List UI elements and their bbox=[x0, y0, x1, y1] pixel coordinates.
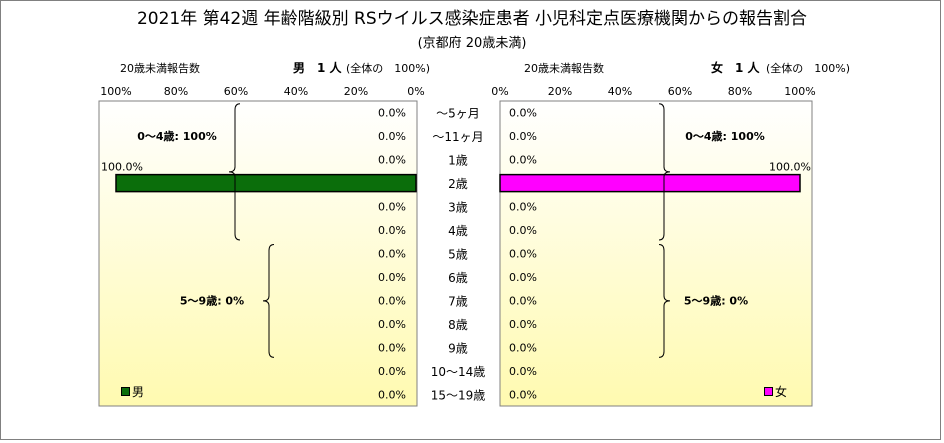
age-category-label: 15～19歳 bbox=[431, 388, 486, 402]
female-bar-value-label: 0.0% bbox=[509, 318, 537, 331]
male-bar bbox=[115, 173, 417, 193]
male-bar-value-label: 0.0% bbox=[378, 341, 406, 354]
chart-title: 2021年 第42週 年齢階級別 RSウイルス感染症患者 小児科定点医療機関から… bbox=[136, 9, 808, 29]
female-legend: 女 bbox=[764, 383, 787, 400]
female-bar-value-label: 0.0% bbox=[509, 271, 537, 284]
female-annotation-5-9: 5～9歳: 0% bbox=[684, 293, 748, 307]
age-category-label: ～11ヶ月 bbox=[432, 130, 483, 144]
age-category-label: 3歳 bbox=[448, 201, 468, 215]
female-bar-value-label: 0.0% bbox=[509, 365, 537, 378]
male-x-tick-label: 40% bbox=[284, 85, 308, 98]
age-category-label: ～5ヶ月 bbox=[436, 107, 480, 121]
female-total-label: 女 1 人 bbox=[711, 61, 760, 75]
male-annotation-0-4: 0～4歳: 100% bbox=[137, 129, 217, 143]
female-age-5-9-brace bbox=[658, 244, 671, 358]
female-x-tick-label: 40% bbox=[608, 85, 632, 98]
male-annotation-5-9: 5～9歳: 0% bbox=[180, 293, 244, 307]
female-bar-value-label: 0.0% bbox=[509, 248, 537, 261]
age-category-label: 7歳 bbox=[448, 294, 468, 308]
female-bar bbox=[499, 173, 801, 193]
female-legend-label: 女 bbox=[775, 385, 788, 399]
male-count-label: 20歳未満報告数 bbox=[120, 62, 200, 75]
female-x-tick-label: 0% bbox=[491, 85, 508, 98]
male-bar-value-label: 100.0% bbox=[101, 161, 143, 174]
male-legend-label: 男 bbox=[132, 385, 145, 399]
male-bar-value-label: 0.0% bbox=[378, 294, 406, 307]
male-x-tick-label: 20% bbox=[344, 85, 368, 98]
age-category-label: 2歳 bbox=[448, 177, 468, 191]
male-x-tick-label: 100% bbox=[100, 85, 131, 98]
male-x-tick-label: 60% bbox=[224, 85, 248, 98]
female-x-tick-label: 60% bbox=[668, 85, 692, 98]
female-x-tick-label: 100% bbox=[784, 85, 815, 98]
female-bar-value-label: 100.0% bbox=[769, 161, 811, 174]
male-x-tick-label: 0% bbox=[407, 85, 424, 98]
male-bar-value-label: 0.0% bbox=[378, 224, 406, 237]
male-bar-value-label: 0.0% bbox=[378, 201, 406, 214]
female-percent-label: (全体の 100%) bbox=[766, 62, 851, 75]
female-bar-value-label: 0.0% bbox=[509, 388, 537, 401]
male-bar-value-label: 0.0% bbox=[378, 318, 406, 331]
chart-subtitle: (京都府 20歳未満) bbox=[417, 36, 527, 51]
female-annotation-0-4: 0～4歳: 100% bbox=[685, 129, 765, 143]
female-bar-value-label: 0.0% bbox=[509, 107, 537, 120]
male-percent-label: (全体の 100%) bbox=[346, 62, 431, 75]
age-category-label: 5歳 bbox=[448, 248, 468, 262]
male-age-5-9-brace bbox=[262, 244, 275, 358]
female-x-tick-label: 80% bbox=[728, 85, 752, 98]
age-category-label: 8歳 bbox=[448, 318, 468, 332]
male-total-label: 男 1 人 bbox=[293, 61, 342, 75]
female-legend-swatch bbox=[764, 387, 773, 396]
male-bar-value-label: 0.0% bbox=[378, 365, 406, 378]
female-plot-area bbox=[499, 100, 813, 407]
female-x-tick-label: 20% bbox=[548, 85, 572, 98]
age-category-label: 6歳 bbox=[448, 271, 468, 285]
female-bar-value-label: 0.0% bbox=[509, 201, 537, 214]
male-legend: 男 bbox=[121, 383, 144, 400]
male-bar-value-label: 0.0% bbox=[378, 248, 406, 261]
female-bar-value-label: 0.0% bbox=[509, 341, 537, 354]
female-bar-value-label: 0.0% bbox=[509, 224, 537, 237]
male-bar-value-label: 0.0% bbox=[378, 107, 406, 120]
male-bar-value-label: 0.0% bbox=[378, 271, 406, 284]
age-category-label: 9歳 bbox=[448, 341, 468, 355]
male-age-0-4-brace bbox=[228, 103, 241, 241]
male-x-tick-label: 80% bbox=[164, 85, 188, 98]
female-bar-value-label: 0.0% bbox=[509, 294, 537, 307]
age-category-label: 1歳 bbox=[448, 154, 468, 168]
male-bar-value-label: 0.0% bbox=[378, 388, 406, 401]
male-legend-swatch bbox=[121, 387, 130, 396]
male-bar-value-label: 0.0% bbox=[378, 130, 406, 143]
female-count-label: 20歳未満報告数 bbox=[524, 62, 604, 75]
male-bar-value-label: 0.0% bbox=[378, 154, 406, 167]
female-bar-value-label: 0.0% bbox=[509, 130, 537, 143]
age-category-label: 4歳 bbox=[448, 224, 468, 238]
female-bar-value-label: 0.0% bbox=[509, 154, 537, 167]
male-plot-area bbox=[98, 100, 418, 407]
age-category-label: 10～14歳 bbox=[431, 365, 486, 379]
female-age-0-4-brace bbox=[658, 103, 671, 241]
